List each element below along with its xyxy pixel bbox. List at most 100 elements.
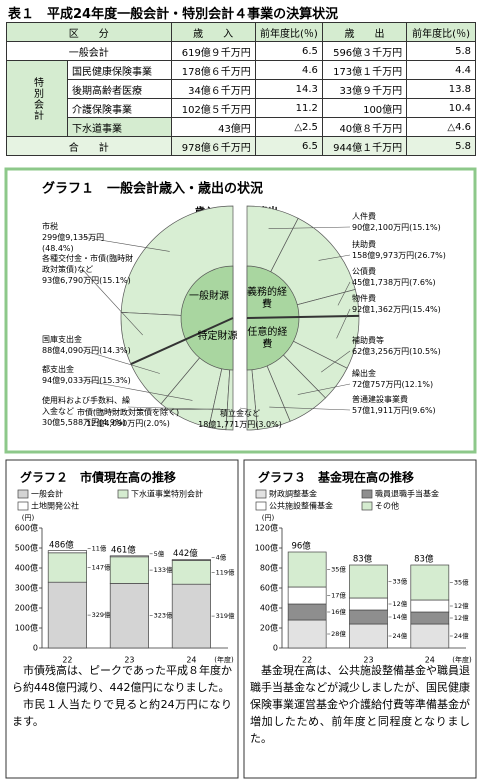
y-tick-label: 500億 <box>15 543 38 553</box>
slice-amount: 45億1,738万円 <box>352 278 410 287</box>
legend-label: 財政調整基金 <box>269 489 317 499</box>
split-line <box>130 317 234 366</box>
segment-label: 12億 <box>392 599 407 608</box>
legend-swatch <box>17 489 29 499</box>
y-unit: (円) <box>22 514 35 522</box>
y-tick-label: 300億 <box>15 583 38 593</box>
slice-name: 都支出金 <box>42 365 74 374</box>
inner-label: 一般財源 <box>188 291 229 303</box>
slice-name: 使用料および手数料、繰入金など <box>42 396 130 416</box>
x-tick-label: 23 <box>124 656 134 665</box>
x-tick-label: 23 <box>363 656 373 665</box>
bar-segment <box>287 551 327 588</box>
graph2-title: グラフ２ 市債現在高の推移 <box>20 470 176 485</box>
x-tick-label: 24 <box>186 656 196 665</box>
bar-segment <box>287 619 327 649</box>
settlement-table: 区 分歳 入前年度比(％) 歳 出前年度比(％) 一般会計 619億９千万円 6.5 59… <box>6 22 476 156</box>
y-tick-label: 600億 <box>15 523 38 533</box>
header-cell: 区 分 <box>6 22 172 42</box>
cell: 944億１千万円 <box>321 136 408 156</box>
x-unit: (年度) <box>214 655 234 664</box>
total-label: 83億 <box>414 554 434 565</box>
total-label: 96億 <box>291 541 311 552</box>
leader-line <box>297 383 351 395</box>
segment-label: 24億 <box>454 631 469 640</box>
header-cell: 前年度比(％) <box>406 22 476 42</box>
slice-percent: (10.5%) <box>409 347 441 356</box>
bar-segment <box>109 556 149 584</box>
slice-name: 繰出金 <box>352 369 376 378</box>
slice-percent: (7.6%) <box>409 278 436 287</box>
table-title: 表１ 平成24年度一般会計・特別会計４事業の決算状況 <box>8 7 339 22</box>
x-tick-label: 24 <box>425 656 435 665</box>
slice-label: 使用料および手数料、繰入金など 30億5,588万円(4.9%) <box>42 395 134 428</box>
slice-amount-line: 57億1,911万円(9.6%) <box>352 405 462 416</box>
slice-percent: (3.0%) <box>255 420 282 429</box>
segment-label: 35億 <box>331 565 346 574</box>
slice-name: 積立金など <box>220 409 260 418</box>
x-tick-label: 22 <box>302 656 312 665</box>
slice-label: 人件費 90億2,100万円(15.1%) <box>352 211 462 233</box>
header-cell: 歳 出 <box>321 22 408 42</box>
legend-label: 土地開発公社 <box>31 501 79 511</box>
slice-amount-line: 92億1,362万円(15.4%) <box>352 304 462 315</box>
segment-label: 17億 <box>331 591 346 600</box>
slice-label: 補助費等 62億3,256万円(10.5%) <box>352 335 462 357</box>
slice-label: 普通建設事業費 57億1,911万円(9.6%) <box>352 394 462 416</box>
header-cell: 歳 入 <box>170 22 256 42</box>
y-tick-label: 100億 <box>255 543 278 553</box>
slice-label: 繰出金 72億757万円(12.1%) <box>352 368 462 390</box>
leader-line <box>239 407 252 411</box>
slice-amount-line: 94億9,033万円(15.3%) <box>42 375 134 386</box>
y-tick-label: 80億 <box>260 563 278 573</box>
legend-label: 公共施設整備基金 <box>269 501 333 511</box>
segment-label: 133億 <box>154 565 173 574</box>
slice-name: 国庫支出金 <box>42 335 82 344</box>
bar-segment <box>410 623 450 649</box>
slice-amount: 18億1,771万円 <box>198 420 256 429</box>
bar-segment <box>109 583 149 649</box>
slice-percent: (15.4%) <box>409 305 441 314</box>
inner-sector <box>185 317 234 371</box>
slice-name: 市税 <box>42 222 58 231</box>
slice-amount: 158億9,973万円 <box>352 251 415 260</box>
slice-amount: 92億1,362万円 <box>352 305 410 314</box>
segment-label: 33億 <box>392 577 407 586</box>
total-label: 83億 <box>353 554 373 565</box>
slice-amount-line: 90億2,100万円(15.1%) <box>352 222 462 233</box>
cell: 102億５千万円 <box>170 98 256 118</box>
slice-amount-line: 88億4,090万円(14.3%) <box>42 345 134 356</box>
slice-percent: (15.3%) <box>99 376 131 385</box>
bar-segment <box>349 623 388 649</box>
legend-label: 職員退職手当基金 <box>375 489 439 499</box>
bar-segment <box>47 550 87 554</box>
slice-amount-line: 62億3,256万円(10.5%) <box>352 346 462 357</box>
leader-line <box>336 308 351 339</box>
segment-label: 28億 <box>331 629 346 638</box>
group-label: 特別会計 <box>6 60 68 137</box>
slice-label: 国庫支出金 88億4,090万円(14.3%) <box>42 334 134 356</box>
leader-line <box>81 349 160 374</box>
slice-label: 扶助費 158億9,973万円(26.7%) <box>352 239 462 261</box>
slice-amount: 88億4,090万円 <box>42 346 100 355</box>
inner-label: 特定財源 <box>197 331 238 343</box>
slice-amount-line: 72億757万円(12.1%) <box>352 379 462 390</box>
slice-name: 普通建設事業費 <box>352 395 408 404</box>
bar-segment <box>349 564 388 599</box>
segment-label: 12億 <box>454 601 469 610</box>
y-tick-label: 200億 <box>15 603 38 613</box>
slice-label: 市債(臨時財政対策債を除く) 12億4,090万円(2.0%) <box>72 407 184 429</box>
leader-line <box>269 406 351 411</box>
split-line <box>246 314 359 319</box>
slice-label: 都支出金 94億9,033万円(15.3%) <box>42 364 134 386</box>
y-unit: (円) <box>262 514 275 522</box>
slice-name: 物件費 <box>352 294 376 303</box>
leader-line <box>318 254 351 261</box>
segment-label: 11億 <box>92 544 107 553</box>
inner-label: 任意的経費 <box>247 327 288 351</box>
bar-segment <box>410 564 450 601</box>
paragraph-line: 基金現在高は、公共施設整備基金や職員退職手当基金などが減少しましたが、国民健康保… <box>250 664 470 745</box>
graph3-frame <box>243 459 477 779</box>
legend-swatch <box>361 501 373 511</box>
legend-swatch <box>255 501 267 511</box>
